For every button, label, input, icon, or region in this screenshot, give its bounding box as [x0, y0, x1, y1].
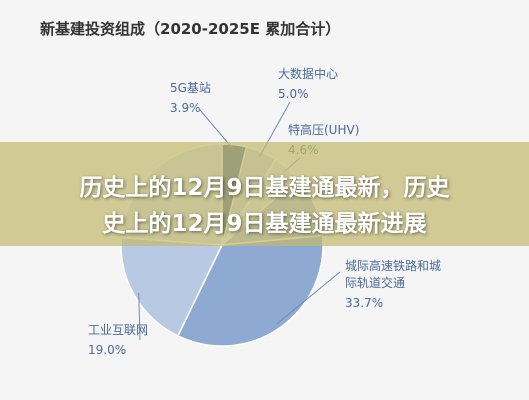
slice-label: 工业互联网	[88, 323, 149, 337]
leader-line	[138, 292, 141, 341]
pie-slice	[120, 236, 224, 337]
slice-value: 33.7%	[345, 296, 384, 310]
slice-label: 城际高速铁路和城际轨道交通	[345, 259, 442, 290]
banner: 历史上的12月9日基建通最新，历史 史上的12月9日基建通最新进展	[0, 142, 529, 246]
slice-label: 特高压(UHV)	[288, 123, 360, 137]
pie-slice	[176, 234, 324, 347]
slice-label: 5G基站	[170, 81, 211, 95]
slice-label: 大数据中心	[278, 67, 339, 81]
banner-line: 历史上的12月9日基建通最新，历史	[79, 175, 450, 201]
leader-line	[276, 271, 341, 325]
slice-value: 5.0%	[278, 87, 309, 101]
slice-value: 19.0%	[88, 343, 127, 357]
slice-value: 3.9%	[170, 101, 201, 115]
chart-title: 新基建投资组成（2020-2025E 累加合计）	[40, 20, 341, 38]
banner-line: 史上的12月9日基建通最新进展	[102, 211, 427, 237]
